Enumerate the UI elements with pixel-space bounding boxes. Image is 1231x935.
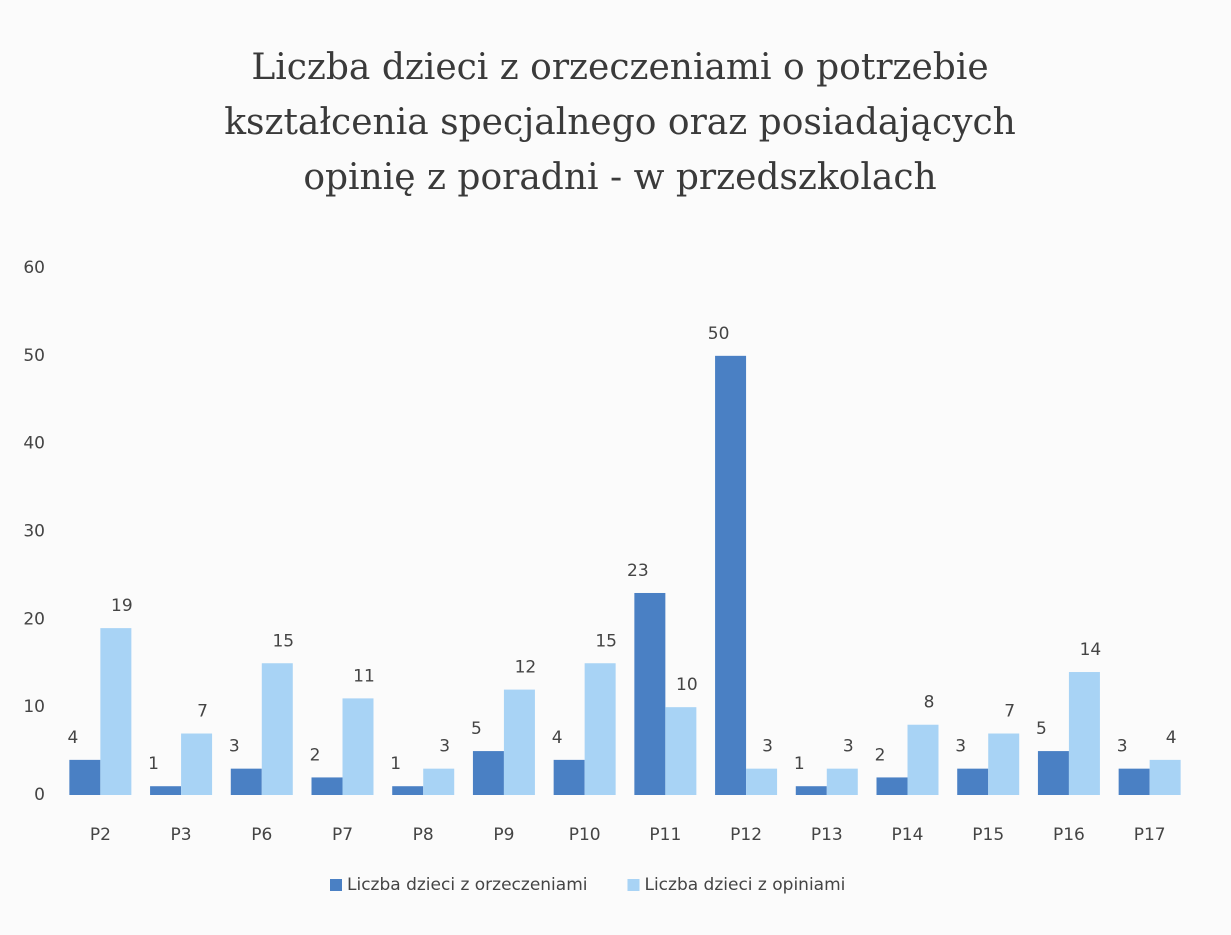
bar [876, 777, 908, 795]
y-tick-label: 60 [23, 258, 45, 278]
x-tick-label: P12 [730, 825, 762, 845]
bar [584, 663, 616, 795]
data-label: 1 [390, 754, 401, 774]
data-label: 2 [310, 745, 321, 765]
data-label: 3 [955, 737, 966, 757]
data-label: 4 [67, 728, 78, 748]
data-label: 7 [1004, 702, 1015, 722]
bar [69, 759, 101, 795]
data-label: 10 [676, 675, 698, 695]
bar [311, 777, 343, 795]
data-label: 5 [471, 719, 482, 739]
bar [553, 759, 585, 795]
legend-label: Liczba dzieci z orzeczeniami [347, 875, 587, 895]
bar [342, 698, 374, 795]
bar [100, 628, 132, 795]
data-label: 4 [1166, 728, 1177, 748]
y-tick-label: 20 [23, 609, 45, 629]
bar [472, 751, 504, 795]
x-tick-label: P10 [569, 825, 601, 845]
x-tick-label: P3 [171, 825, 192, 845]
x-tick-label: P15 [972, 825, 1004, 845]
y-tick-label: 40 [23, 434, 45, 454]
x-tick-label: P2 [90, 825, 111, 845]
data-label: 50 [708, 324, 730, 344]
chart-title: opinię z poradni - w przedszkolach [303, 157, 936, 198]
bar [1037, 751, 1069, 795]
bar [795, 786, 827, 795]
bar [181, 733, 213, 795]
bar [503, 689, 535, 795]
data-label: 5 [1036, 719, 1047, 739]
data-label: 3 [439, 737, 450, 757]
x-tick-label: P6 [251, 825, 272, 845]
data-label: 3 [229, 737, 240, 757]
data-label: 14 [1080, 640, 1102, 660]
legend-swatch [330, 879, 342, 891]
data-label: 3 [762, 737, 773, 757]
bar [392, 786, 424, 795]
bar [957, 768, 989, 795]
bar [1068, 672, 1100, 795]
bar [150, 786, 182, 795]
data-label: 11 [353, 666, 375, 686]
x-tick-label: P8 [413, 825, 434, 845]
bar [988, 733, 1020, 795]
data-label: 12 [515, 658, 537, 678]
legend-label: Liczba dzieci z opiniami [644, 875, 845, 895]
y-tick-label: 0 [34, 785, 45, 805]
y-tick-label: 10 [23, 697, 45, 717]
x-tick-label: P16 [1053, 825, 1085, 845]
bar [715, 355, 747, 795]
bar [907, 724, 939, 795]
bar [1149, 759, 1181, 795]
x-tick-label: P13 [811, 825, 843, 845]
data-label: 1 [148, 754, 159, 774]
data-label: 3 [1117, 737, 1128, 757]
x-tick-label: P7 [332, 825, 353, 845]
bar [746, 768, 778, 795]
bar [634, 592, 666, 795]
x-tick-label: P17 [1134, 825, 1166, 845]
data-label: 19 [111, 596, 133, 616]
data-label: 4 [552, 728, 563, 748]
bar [261, 663, 293, 795]
y-tick-label: 50 [23, 346, 45, 366]
legend-swatch [627, 879, 640, 891]
bar [826, 768, 858, 795]
chart-title: Liczba dzieci z orzeczeniami o potrzebie [251, 47, 988, 88]
data-label: 15 [272, 631, 294, 651]
bar [1118, 768, 1150, 795]
x-tick-label: P9 [493, 825, 514, 845]
x-tick-label: P14 [892, 825, 924, 845]
data-label: 23 [627, 561, 649, 581]
data-label: 3 [843, 737, 854, 757]
data-label: 8 [924, 693, 935, 713]
data-label: 1 [794, 754, 805, 774]
x-tick-label: P11 [649, 825, 681, 845]
data-label: 2 [875, 745, 886, 765]
chart-title: kształcenia specjalnego oraz posiadający… [224, 102, 1016, 143]
y-tick-label: 30 [23, 522, 45, 542]
data-label: 7 [197, 702, 208, 722]
bar [230, 768, 262, 795]
bar [423, 768, 455, 795]
bar [665, 707, 697, 795]
data-label: 15 [595, 631, 617, 651]
